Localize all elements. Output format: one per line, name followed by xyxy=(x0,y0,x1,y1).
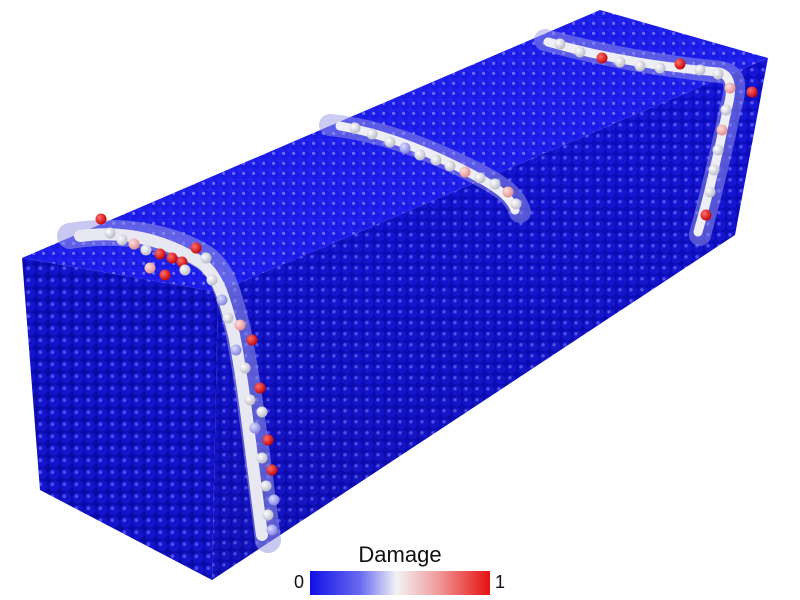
damaged-particle xyxy=(179,264,191,276)
damaged-particle xyxy=(654,62,666,74)
damaged-particle xyxy=(256,406,268,418)
damaged-particle xyxy=(674,58,686,70)
damaged-particle xyxy=(262,509,274,521)
damaged-particle xyxy=(489,178,501,190)
damaged-particle xyxy=(459,166,471,178)
damaged-particle xyxy=(256,452,268,464)
damaged-particle xyxy=(694,64,706,76)
damage-band-right xyxy=(534,29,758,246)
damaged-particle xyxy=(268,494,280,506)
damaged-particle xyxy=(716,124,728,136)
legend-min-label: 0 xyxy=(294,572,305,592)
damaged-particle xyxy=(474,172,486,184)
damaged-particle xyxy=(154,248,166,260)
damaged-particle xyxy=(614,56,626,68)
damaged-particle xyxy=(104,227,116,239)
damage-band-middle xyxy=(319,114,531,223)
damaged-particle xyxy=(244,394,256,406)
damaged-particle xyxy=(414,149,426,161)
damaged-particle xyxy=(708,164,720,176)
legend-title: Damage xyxy=(358,542,442,567)
damaged-particle xyxy=(746,86,758,98)
damaged-particle xyxy=(116,234,128,246)
damaged-particle xyxy=(712,144,724,156)
damaged-particle xyxy=(216,294,228,306)
damaged-particle xyxy=(230,344,242,356)
damaged-particle xyxy=(95,213,107,225)
damaged-particle xyxy=(266,464,278,476)
damaged-particle xyxy=(724,82,736,94)
damage-legend: Damage 0 1 xyxy=(290,540,510,600)
side-shading xyxy=(212,58,768,580)
damaged-particle xyxy=(502,186,514,198)
damaged-particle xyxy=(510,198,522,210)
damaged-particle xyxy=(634,60,646,72)
damaged-particle xyxy=(249,422,261,434)
damaged-particle xyxy=(222,312,234,324)
damaged-particle xyxy=(266,524,278,536)
damaged-particle xyxy=(239,362,251,374)
damaged-particle xyxy=(234,319,246,331)
damaged-particle xyxy=(574,46,586,58)
damaged-particle xyxy=(262,434,274,446)
damaged-particle xyxy=(712,68,724,80)
damaged-particle xyxy=(704,186,716,198)
damaged-particle xyxy=(700,209,712,221)
damaged-particle xyxy=(554,38,566,50)
damaged-particle xyxy=(596,52,608,64)
damaged-particle xyxy=(366,128,378,140)
damaged-particle xyxy=(399,142,411,154)
damaged-particle xyxy=(444,160,456,172)
damaged-particle xyxy=(384,136,396,148)
damaged-particle xyxy=(254,382,266,394)
damaged-particle xyxy=(200,252,212,264)
legend-color-bar xyxy=(310,571,490,595)
damaged-particle xyxy=(246,334,258,346)
beam-top-face xyxy=(22,10,768,292)
beam-end-face xyxy=(22,258,218,580)
damaged-particle xyxy=(159,269,171,281)
damaged-particle xyxy=(206,274,218,286)
damaged-particle xyxy=(720,104,732,116)
damaged-particle xyxy=(166,252,178,264)
damaged-particle xyxy=(190,242,202,254)
damaged-particle xyxy=(260,480,272,492)
damage-band-left xyxy=(57,213,281,553)
legend-max-label: 1 xyxy=(495,572,506,592)
damaged-particle xyxy=(128,238,140,250)
damaged-particle xyxy=(140,244,152,256)
damaged-particle xyxy=(144,262,156,274)
damaged-particle xyxy=(349,122,361,134)
damaged-particle xyxy=(430,154,442,166)
